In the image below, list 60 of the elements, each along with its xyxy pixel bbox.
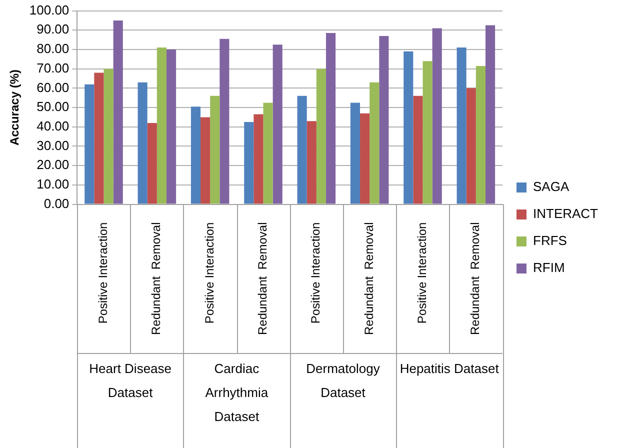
text: Dermatology Dataset bbox=[306, 361, 380, 400]
y-tick-label: 80.00 bbox=[36, 41, 70, 56]
bar bbox=[456, 48, 466, 204]
y-tick-label: 20.00 bbox=[36, 157, 70, 172]
bar bbox=[200, 117, 210, 204]
y-tick-label: 10.00 bbox=[36, 176, 70, 192]
y-tick-label: 60.00 bbox=[36, 80, 70, 95]
x-tick-label: Redundant Removal bbox=[362, 222, 376, 335]
legend-label: INTERACT bbox=[533, 206, 598, 222]
y-axis-title: Accuracy (%) bbox=[8, 70, 22, 146]
bar bbox=[404, 51, 414, 204]
x-tick-label: Positive Interaction bbox=[415, 222, 430, 324]
text: Hepatitis Dataset bbox=[400, 361, 500, 376]
bar bbox=[94, 72, 104, 204]
bar bbox=[113, 20, 123, 204]
legend-label: SAGA bbox=[533, 179, 570, 194]
bar bbox=[297, 96, 307, 204]
bar bbox=[432, 28, 442, 204]
bar bbox=[350, 102, 360, 204]
y-tick-label: 70.00 bbox=[36, 60, 70, 76]
legend-label: RFIM bbox=[533, 260, 565, 276]
y-tick-label: 40.00 bbox=[36, 118, 70, 134]
bar bbox=[254, 114, 264, 204]
text: Cardiac Arrhythmia Dataset bbox=[205, 361, 269, 424]
bar bbox=[316, 68, 326, 204]
bar bbox=[379, 36, 389, 204]
bar bbox=[104, 68, 114, 204]
bar bbox=[190, 106, 201, 204]
y-tick-label: 0.00 bbox=[44, 196, 70, 211]
bar bbox=[413, 96, 423, 204]
bar bbox=[370, 82, 380, 204]
bar bbox=[326, 33, 336, 204]
bar bbox=[220, 38, 230, 204]
x-tick-label: Redundant Removal bbox=[149, 222, 164, 335]
y-tick-label: 30.00 bbox=[36, 138, 70, 153]
bar bbox=[485, 25, 496, 204]
x-tick-label: Redundant Removal bbox=[468, 222, 482, 335]
y-tick-label: 50.00 bbox=[36, 99, 70, 114]
bar bbox=[263, 102, 273, 204]
bar bbox=[360, 113, 370, 204]
x-tick-label: Positive Interaction bbox=[202, 222, 216, 324]
legend-label: FRFS bbox=[533, 233, 568, 248]
bar bbox=[156, 48, 166, 204]
text: Heart Disease Dataset bbox=[89, 361, 172, 400]
bar bbox=[138, 82, 148, 204]
bar bbox=[84, 84, 94, 204]
bar bbox=[422, 61, 432, 204]
bar bbox=[147, 123, 157, 204]
y-tick-label: 90.00 bbox=[36, 22, 70, 37]
bar bbox=[166, 49, 176, 204]
bar bbox=[244, 122, 254, 204]
bar bbox=[306, 121, 316, 204]
bar bbox=[210, 96, 220, 204]
y-tick-label: 100.00 bbox=[29, 2, 70, 18]
bar bbox=[272, 44, 282, 204]
x-tick-label: Positive Interaction bbox=[96, 222, 110, 324]
bar bbox=[466, 88, 476, 204]
bar bbox=[476, 66, 486, 204]
x-tick-label: Redundant Removal bbox=[256, 222, 270, 335]
x-tick-label: Positive Interaction bbox=[308, 222, 323, 324]
